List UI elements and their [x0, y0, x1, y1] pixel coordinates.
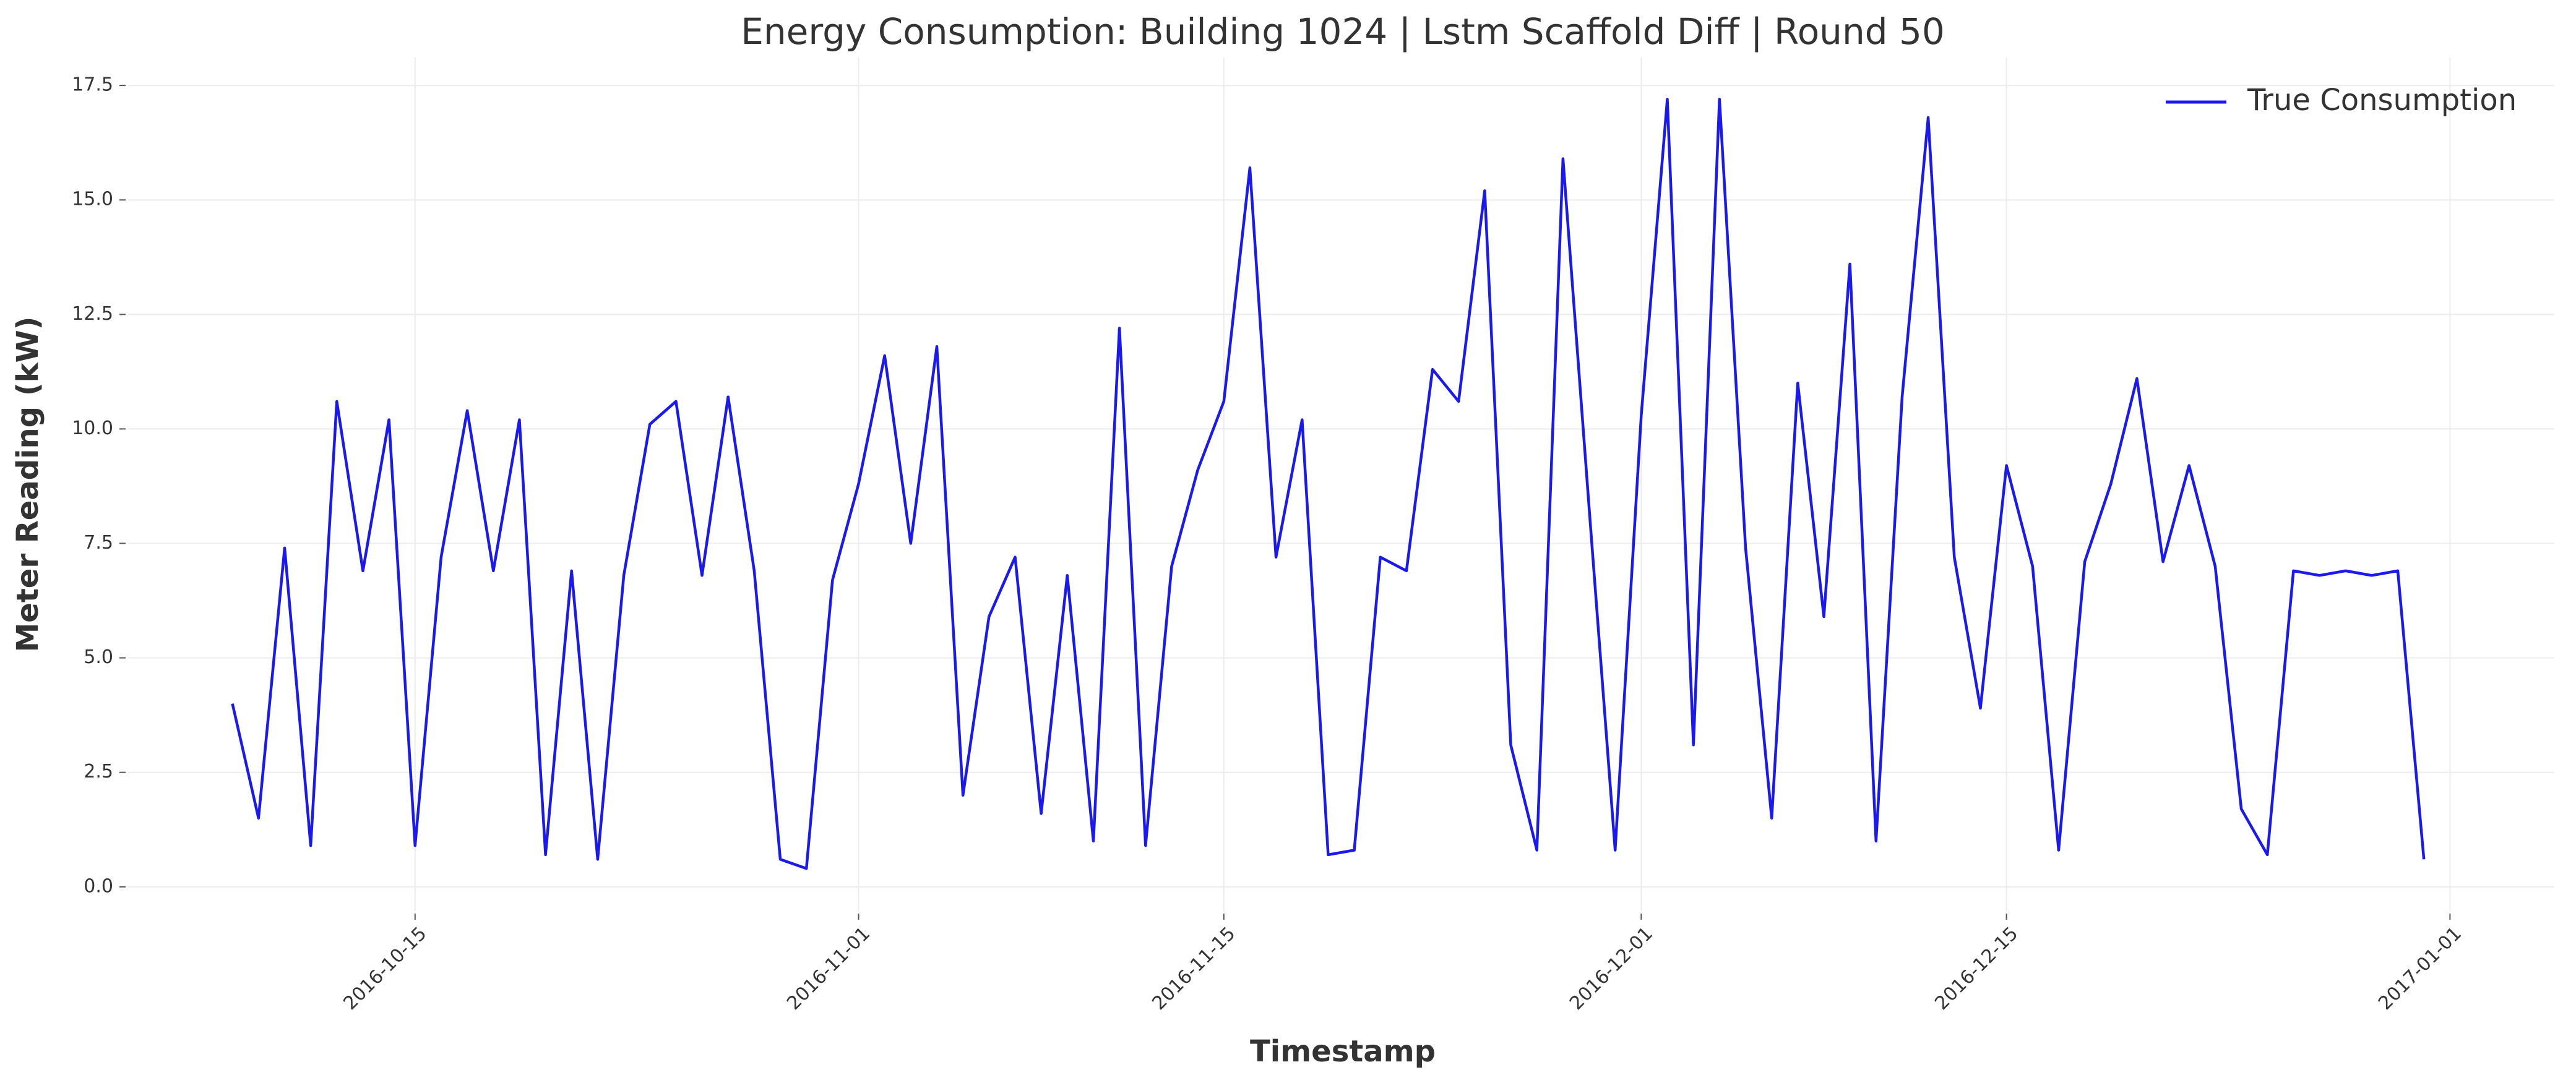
y-tick-label: 10.0: [72, 418, 113, 439]
x-tick-label: 2016-10-15: [339, 923, 431, 1014]
y-tick-label: 0.0: [84, 875, 113, 897]
x-axis-label: Timestamp: [1250, 1034, 1436, 1069]
y-tick-label: 2.5: [84, 761, 113, 782]
y-tick-label: 17.5: [72, 74, 113, 96]
chart-title: Energy Consumption: Building 1024 | Lstm…: [741, 11, 1945, 53]
x-tick-label: 2016-12-01: [1566, 923, 1657, 1014]
x-tick-label: 2016-11-15: [1148, 923, 1239, 1014]
data-line: [231, 98, 2426, 870]
y-axis-label: Meter Reading (kW): [11, 317, 45, 653]
y-tick-label: 12.5: [72, 303, 113, 325]
y-tick-label: 15.0: [72, 189, 113, 210]
legend-label: True Consumption: [2247, 83, 2517, 118]
x-tick-label: 2017-01-01: [2374, 923, 2466, 1014]
x-tick-label: 2016-11-01: [783, 923, 874, 1014]
x-tick-label: 2016-12-15: [1931, 923, 2022, 1014]
y-tick-label: 5.0: [84, 646, 113, 668]
y-tick-label: 7.5: [84, 532, 113, 554]
